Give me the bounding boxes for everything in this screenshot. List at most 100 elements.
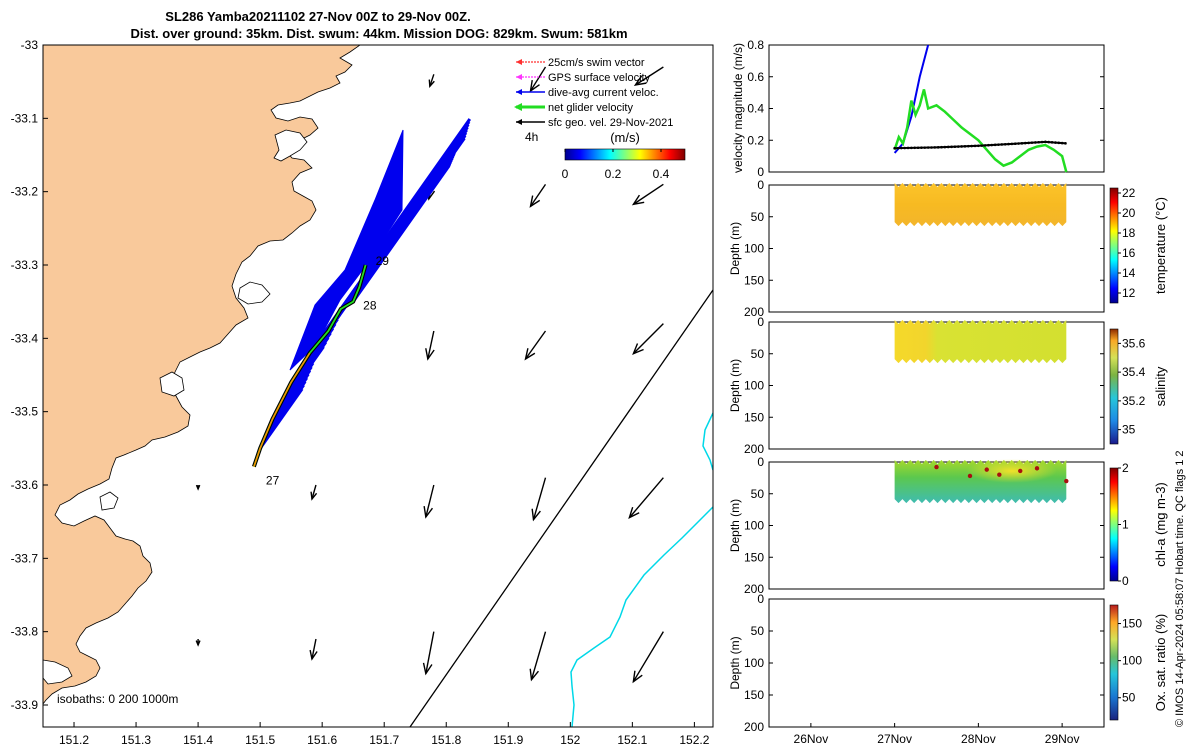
map-x-tick-label: 151.2 [59, 733, 89, 747]
surface-vector [632, 631, 664, 683]
temperature-colorbar-label: temperature (°C) [1153, 197, 1168, 294]
velocity-sfc-point [930, 146, 933, 149]
chl-a-panel: 0 50 100 150 200 Depth (m) 0 1 2 chl-a (mg m-3) [728, 455, 1168, 596]
salinity-y-tick-label: 150 [744, 410, 764, 424]
surface-vector-arrowhead [529, 668, 539, 682]
legend-net-glider: net glider velocity [548, 102, 633, 114]
velocity-sfc-point [923, 146, 927, 149]
isobath-200 [702, 412, 713, 471]
surface-vector-field [195, 66, 664, 684]
velocity-sfc-point [960, 145, 963, 148]
map-y-tick-label: -33.3 [11, 258, 39, 272]
oxygen-y-tick-label: 200 [744, 720, 764, 734]
map-y-tick-label: -33 [21, 38, 39, 52]
map-y-ticks: -33 -33.1 -33.2 -33.3 -33.4 -33.5 -33.6 -33.7 -3… [11, 38, 48, 712]
surface-vector [425, 631, 435, 674]
legend-gps-velocity: GPS surface velocity [548, 72, 651, 84]
legend-dive-arrowhead [516, 89, 522, 95]
velocity-sfc-point [903, 146, 906, 150]
velocity-sfc-point [906, 146, 910, 150]
oxygen-colorbar-tick-label: 50 [1122, 691, 1136, 705]
velocity-series-line [893, 89, 1068, 173]
surface-vector-arrowhead [631, 194, 645, 206]
velocity-sfc-point [987, 143, 990, 147]
velocity-sfc-point [1037, 140, 1040, 144]
map-colorbar-tick-label: 0.2 [605, 167, 622, 181]
surface-vector [425, 484, 435, 518]
salinity-colorbar [1109, 328, 1119, 445]
chl-a-colorbar-tick-label: 2 [1122, 461, 1129, 475]
chl-a-y-tick-label: 0 [757, 455, 764, 469]
chl-high-point [1034, 466, 1040, 471]
velocity-sfc-point [1020, 142, 1024, 145]
legend-swim-arrowhead [516, 59, 522, 65]
velocity-sfc-point [936, 146, 940, 149]
velocity-y-tick-label: 0.4 [747, 102, 764, 116]
velocity-y-label: velocity magnitude (m/s) [731, 43, 745, 173]
day-label: 27 [266, 474, 280, 488]
velocity-sfc-point [950, 145, 953, 149]
map-colorbar-ticks: 0 0.2 0.4 [562, 149, 670, 181]
velocity-sfc-point [920, 146, 923, 149]
time-x-tick-label: 26Nov [794, 732, 829, 746]
oxygen-plot-area [768, 598, 1105, 728]
salinity-y-label: Depth (m) [728, 359, 742, 412]
isobath-1000 [570, 506, 713, 727]
velocity-sfc-point [1017, 142, 1020, 145]
velocity-sfc-point [896, 146, 900, 150]
surface-vector-arrowhead [628, 506, 640, 520]
surface-vector [532, 477, 547, 520]
velocity-y-tick-label: 0 [757, 165, 764, 179]
oxygen-colorbar-tick-label: 100 [1122, 654, 1142, 668]
surface-vector [311, 638, 317, 660]
velocity-sfc-point [1000, 143, 1004, 146]
map-colorbar [564, 148, 686, 161]
legend-sfc-geo: sfc geo. vel. 29-Nov-2021 [548, 117, 673, 129]
map-x-tick-label: 151.7 [369, 733, 399, 747]
chl-hot-zone [966, 458, 1057, 483]
map-x-tick-label: 151.5 [245, 733, 275, 747]
time-x-tick-label: 29Nov [1045, 732, 1080, 746]
surface-vector [524, 330, 547, 360]
map-colorbar-tick-label: 0 [562, 167, 569, 181]
surface-vector [632, 323, 664, 355]
oxygen-colorbar-tick-label: 150 [1122, 617, 1142, 631]
chl-a-y-tick-label: 200 [744, 582, 764, 596]
coastline-detail [43, 129, 308, 685]
temperature-colorbar-tick-label: 22 [1122, 186, 1136, 200]
velocity-sfc-point [1013, 142, 1017, 146]
chl-a-y-tick-label: 150 [744, 550, 764, 564]
glider-track-colored [253, 352, 311, 467]
salinity-colorbar-label: salinity [1153, 366, 1168, 406]
day-label: 28 [363, 299, 377, 313]
legend-swim-vector: 25cm/s swim vector [548, 57, 645, 69]
day-label: 29 [376, 254, 390, 268]
map-y-tick-label: -33.5 [11, 405, 39, 419]
temperature-y-tick-label: 0 [757, 178, 764, 192]
velocity-sfc-point [973, 144, 977, 148]
map-colorbar-tick-label: 0.4 [653, 167, 670, 181]
velocity-sfc-point [943, 145, 947, 149]
figure-title-line2: Dist. over ground: 35km. Dist. swum: 44k… [130, 26, 627, 41]
legend-sfc-arrowhead [516, 119, 522, 125]
temperature-y-tick-label: 150 [744, 273, 764, 287]
salinity-colorbar-tick-label: 35.6 [1122, 336, 1146, 350]
map-x-ticks: 151.2 151.3 151.4 151.5 151.6 151.7 151.8 151.9… [59, 722, 710, 747]
velocity-y-tick-label: 0.6 [747, 70, 764, 84]
velocity-sfc-point [1040, 140, 1044, 144]
salinity-y-tick-label: 200 [744, 442, 764, 456]
chl-a-y-label: Depth (m) [728, 499, 742, 552]
chl-a-colorbar-tick-label: 0 [1122, 574, 1129, 588]
legend-gps-arrowhead [516, 74, 522, 80]
chl-high-point [997, 472, 1002, 477]
velocity-sfc-point [963, 145, 967, 148]
map-y-tick-label: -33.8 [11, 625, 39, 639]
velocity-sfc-point [953, 145, 957, 148]
surface-vector [529, 66, 547, 92]
legend-net-arrowhead [514, 103, 522, 111]
surface-vector [634, 66, 664, 86]
velocity-sfc-point [1060, 141, 1064, 145]
salinity-panel: 0 50 100 150 200 Depth (m) 35 35.2 35.4 35.6 salin… [728, 315, 1168, 456]
velocity-y-tick-label: 0.2 [747, 133, 764, 147]
